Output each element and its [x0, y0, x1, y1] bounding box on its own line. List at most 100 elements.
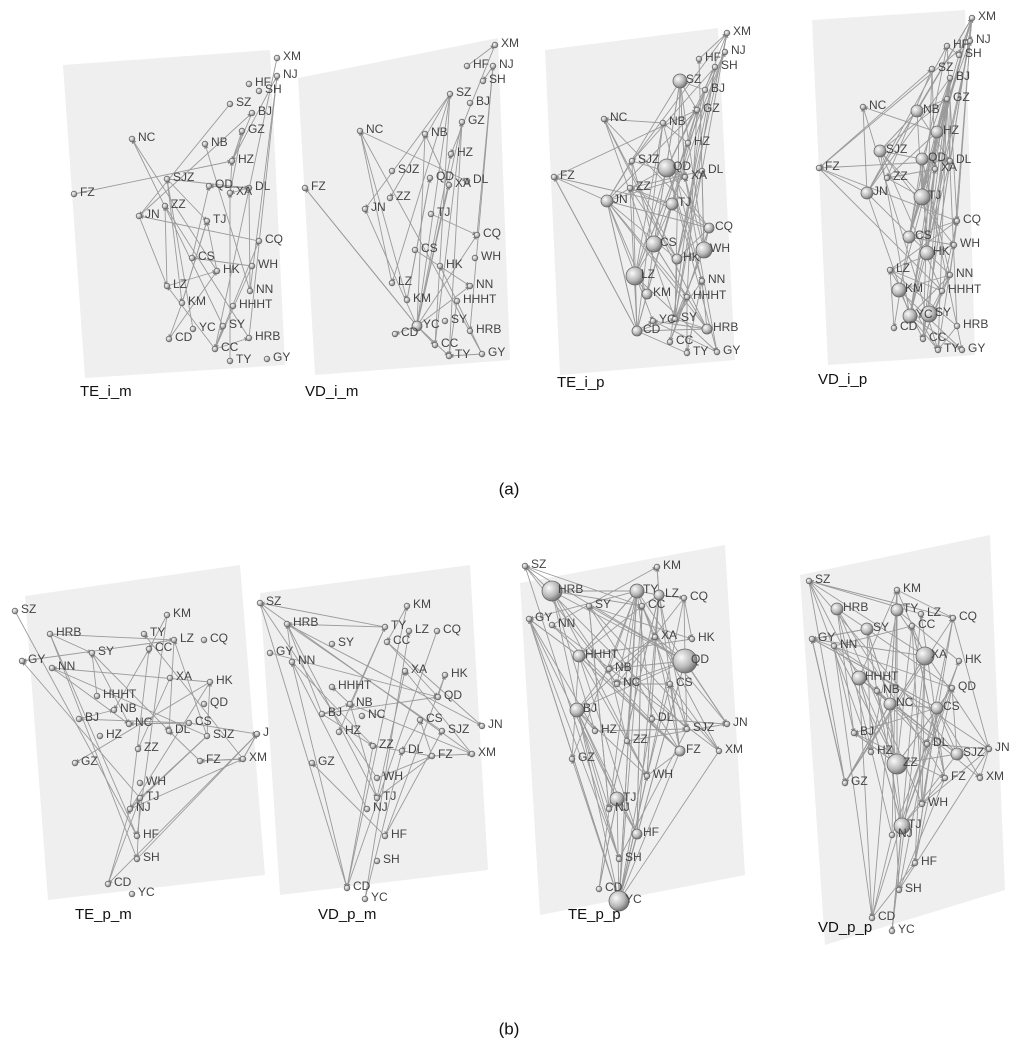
- node-label: SH: [625, 850, 642, 864]
- node-label: DL: [708, 162, 724, 176]
- node: [924, 741, 930, 747]
- node-label: SH: [383, 852, 400, 866]
- node-label: LZ: [180, 631, 194, 645]
- node: [894, 587, 900, 593]
- node-label: CS: [426, 711, 443, 725]
- node: [909, 623, 915, 629]
- node: [302, 185, 308, 191]
- node-label: FZ: [438, 747, 453, 761]
- node-label: SZ: [686, 72, 701, 86]
- node: [435, 694, 441, 700]
- node-label: TY: [693, 344, 708, 358]
- node: [204, 733, 210, 739]
- node-label: HK: [223, 262, 240, 276]
- node: [137, 780, 143, 786]
- node-label: YC: [371, 890, 388, 904]
- node: [146, 646, 152, 652]
- node-label: BJ: [956, 69, 970, 83]
- node: [129, 891, 135, 897]
- node-label: NJ: [898, 826, 913, 840]
- node-label: XM: [733, 24, 751, 38]
- node: [179, 300, 185, 306]
- node: [201, 637, 207, 643]
- node-label: TJ: [678, 195, 691, 209]
- node: [912, 860, 918, 866]
- node: [202, 141, 208, 147]
- node-label: NB: [431, 125, 448, 139]
- node: [374, 858, 380, 864]
- node-label: XM: [725, 742, 743, 756]
- node: [382, 833, 388, 839]
- node-label: DL: [255, 179, 271, 193]
- node: [437, 263, 443, 269]
- node-label: CD: [900, 319, 918, 333]
- node: [942, 775, 948, 781]
- node-label: CQ: [963, 212, 981, 226]
- node-label: YC: [423, 317, 440, 331]
- node: [127, 806, 133, 812]
- node: [404, 603, 410, 609]
- caption: (a): [499, 479, 520, 498]
- node-label: CD: [401, 325, 419, 339]
- node-label: HF: [143, 827, 159, 841]
- node: [892, 283, 906, 297]
- node: [329, 641, 335, 647]
- caption: (b): [499, 1019, 520, 1038]
- node-label: XA: [661, 628, 677, 642]
- node: [164, 176, 170, 182]
- node-label: HHHT: [463, 292, 497, 306]
- node: [704, 223, 714, 233]
- node-label: SZ: [531, 557, 546, 571]
- node: [947, 75, 953, 81]
- panel-label: VD_p_p: [818, 919, 872, 936]
- node: [947, 272, 953, 278]
- node-label: CS: [915, 228, 932, 242]
- node-label: SY: [595, 597, 611, 611]
- node: [364, 806, 370, 812]
- node: [702, 87, 708, 93]
- node-label: JN: [488, 717, 503, 731]
- node: [911, 105, 923, 117]
- node: [932, 166, 938, 172]
- node-label: YC: [199, 320, 216, 334]
- node-label: NJ: [283, 67, 298, 81]
- node-label: NN: [558, 616, 575, 630]
- node-label: XM: [978, 9, 996, 23]
- node: [347, 701, 353, 707]
- node: [969, 15, 975, 21]
- node: [479, 723, 485, 729]
- node-label: BJ: [860, 724, 874, 738]
- node: [684, 726, 690, 732]
- node-label: NN: [840, 637, 857, 651]
- node: [861, 187, 873, 199]
- node-label: CQ: [715, 219, 733, 233]
- node-label: SZ: [456, 85, 471, 99]
- node: [916, 153, 928, 165]
- node: [868, 749, 874, 755]
- node-label: QD: [210, 695, 228, 709]
- node: [654, 590, 664, 600]
- node-label: WH: [258, 257, 278, 271]
- node-label: CC: [393, 633, 411, 647]
- node: [309, 760, 315, 766]
- node-label: WH: [146, 774, 166, 788]
- node-label: SH: [489, 72, 506, 86]
- node: [951, 748, 963, 760]
- node: [432, 342, 438, 348]
- node: [256, 88, 262, 94]
- node-label: BJ: [85, 710, 99, 724]
- node-label: QD: [691, 652, 709, 666]
- node: [601, 195, 613, 207]
- node: [616, 856, 622, 862]
- node: [442, 672, 448, 678]
- node-label: HF: [391, 827, 407, 841]
- node: [649, 716, 655, 722]
- node-label: FZ: [825, 159, 840, 173]
- node-label: XM: [478, 745, 496, 759]
- node-label: CS: [660, 235, 677, 249]
- node-label: XA: [455, 176, 471, 190]
- node-label: HZ: [106, 727, 122, 741]
- network-panel: SZHRBGYNNSYKMTYCCLZCQXAHKHHHTNBNCQDCSBJH…: [800, 535, 1010, 945]
- network-panel: SZHRBGYNNSYKMTYCCLZCQXAHKHHHTNBNCQDCSBJH…: [12, 565, 277, 923]
- node: [389, 280, 395, 286]
